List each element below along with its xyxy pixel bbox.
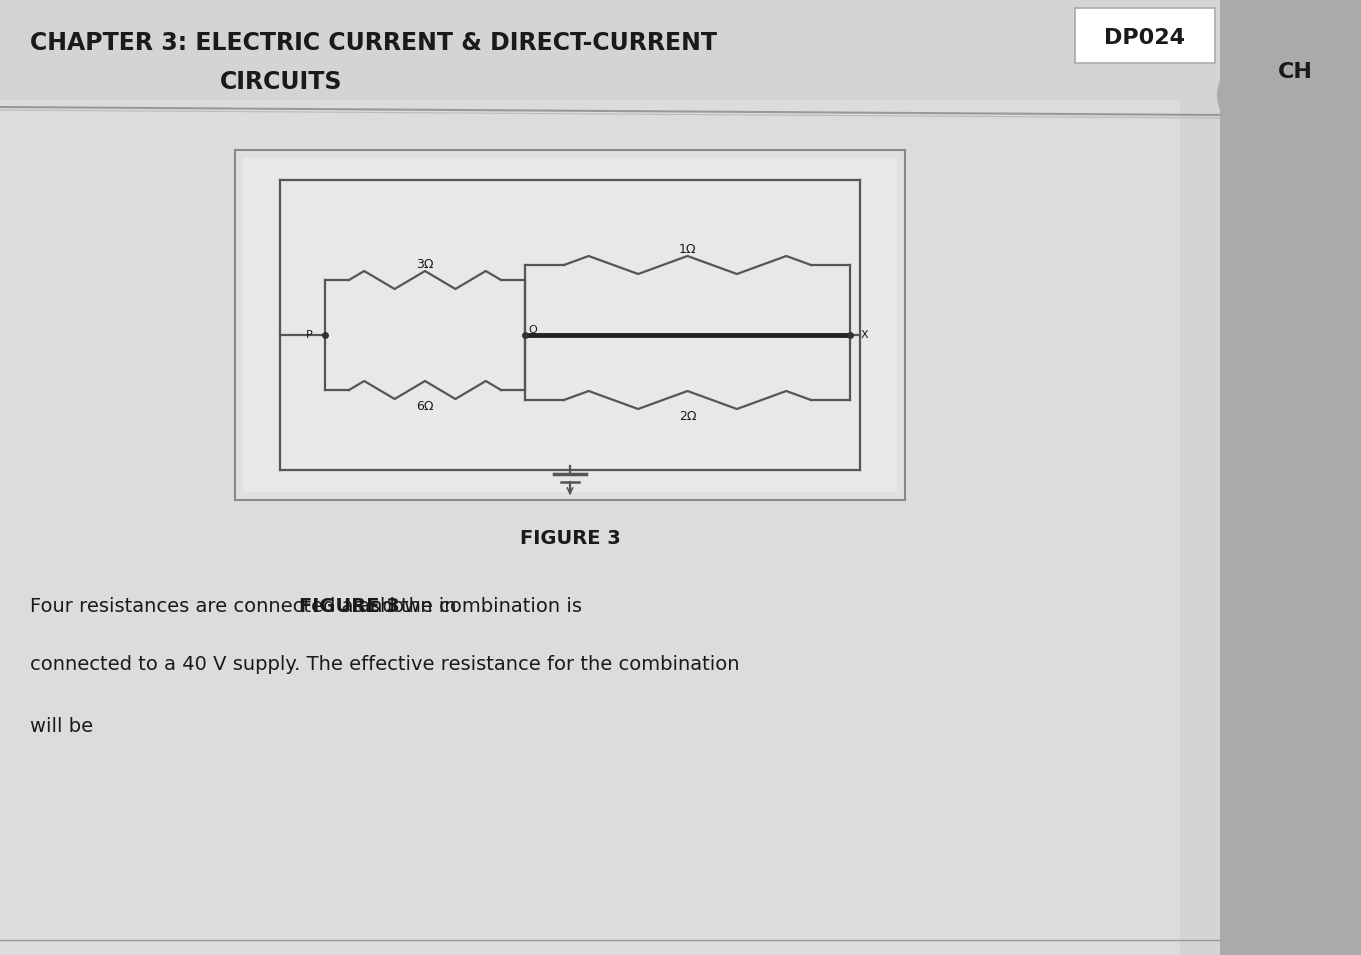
Text: FIGURE 3: FIGURE 3	[520, 528, 621, 547]
Text: X: X	[860, 330, 868, 340]
Text: DP024: DP024	[1105, 28, 1185, 48]
Text: CHAPTER 3: ELECTRIC CURRENT & DIRECT-CURRENT: CHAPTER 3: ELECTRIC CURRENT & DIRECT-CUR…	[30, 31, 717, 55]
Text: connected to a 40 V supply. The effective resistance for the combination: connected to a 40 V supply. The effectiv…	[30, 654, 739, 673]
Text: 2Ω: 2Ω	[679, 410, 697, 422]
Text: FIGURE 3: FIGURE 3	[298, 597, 400, 616]
Bar	[0, 100, 1180, 955]
Text: CH: CH	[1278, 62, 1312, 82]
Text: 3Ω: 3Ω	[416, 258, 434, 270]
Bar	[244, 158, 897, 492]
Text: Four resistances are connected as shown in: Four resistances are connected as shown …	[30, 597, 463, 616]
Text: 1Ω: 1Ω	[679, 243, 697, 256]
Text: 6Ω: 6Ω	[416, 399, 434, 413]
Bar	[0, 0, 1219, 955]
Circle shape	[1217, 57, 1293, 133]
Text: P: P	[306, 330, 313, 340]
Text: Q: Q	[528, 325, 538, 335]
Text: will be: will be	[30, 716, 93, 735]
Bar	[1075, 8, 1215, 63]
Bar	[1219, 0, 1361, 955]
Bar	[235, 150, 905, 500]
Text: CIRCUITS: CIRCUITS	[220, 70, 343, 94]
Text: and the combination is: and the combination is	[352, 597, 583, 616]
